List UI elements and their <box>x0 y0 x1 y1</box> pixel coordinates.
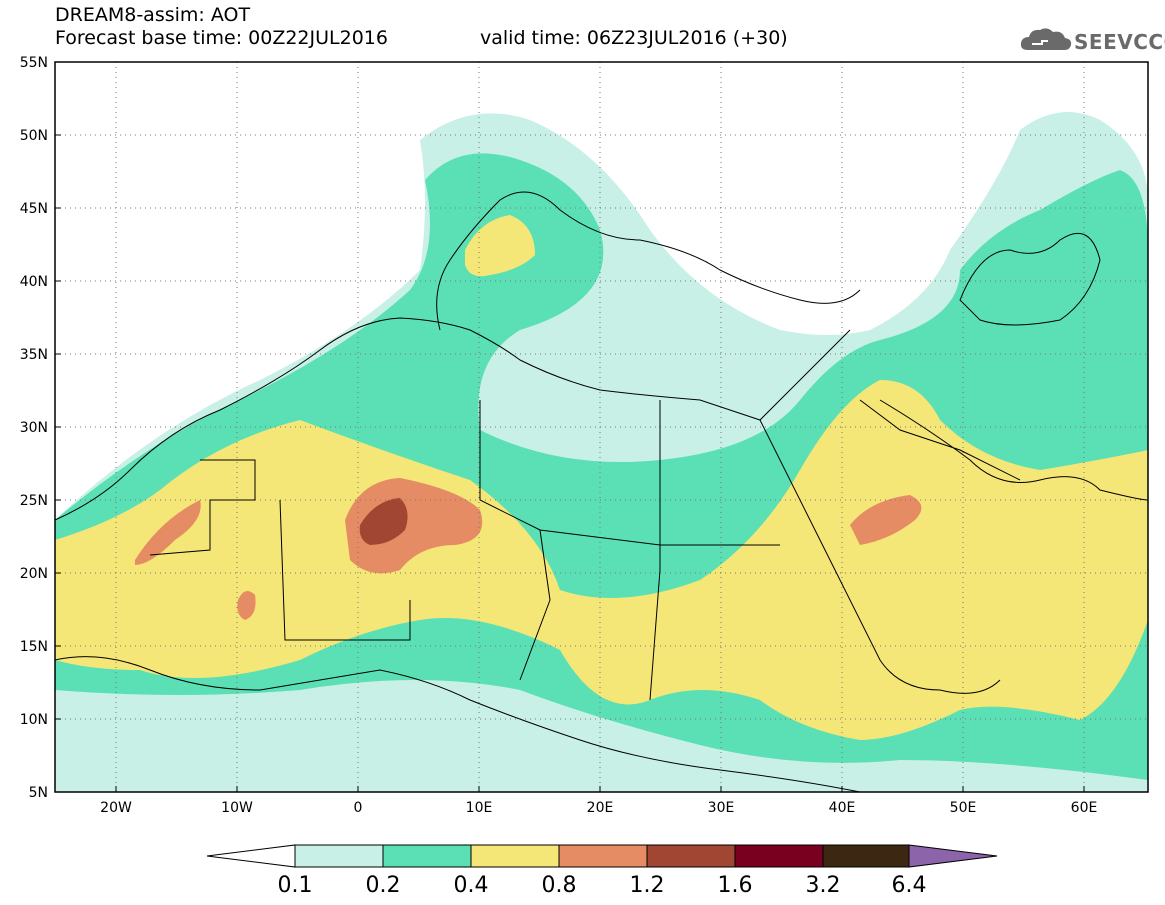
lat-tick-label: 10N <box>20 712 48 728</box>
lon-tick-label: 20W <box>100 800 132 816</box>
lon-tick-label: 10W <box>221 800 253 816</box>
lat-tick-label: 45N <box>20 201 48 217</box>
map-title: DREAM8-assim: AOT <box>55 4 251 26</box>
lat-tick-label: 30N <box>20 420 48 436</box>
colorbar-label: 0.4 <box>454 873 489 898</box>
colorbar-label: 6.4 <box>892 873 927 898</box>
aot-contour-0.8-c <box>135 500 201 565</box>
colorbar-label: 3.2 <box>806 873 841 898</box>
lon-tick-label: 20E <box>587 800 614 816</box>
lat-tick-label: 50N <box>20 128 48 144</box>
lat-tick-label: 5N <box>29 785 48 801</box>
colorbar: 0.1 0.2 0.4 0.8 1.2 1.6 3.2 6.4 <box>206 844 998 898</box>
colorbar-swatch <box>382 844 472 868</box>
lon-tick-label: 60E <box>1071 800 1098 816</box>
colorbar-swatch <box>822 844 910 868</box>
cloud-icon <box>1020 28 1072 50</box>
lon-tick-label: 50E <box>950 800 977 816</box>
valid-time: valid time: 06Z23JUL2016 (+30) <box>480 27 788 49</box>
lat-tick-label: 20N <box>20 566 48 582</box>
colorbar-swatch <box>558 844 648 868</box>
aot-contour-0.8 <box>345 478 483 574</box>
colorbar-swatch <box>646 844 736 868</box>
colorbar-swatch <box>470 844 560 868</box>
aot-contour-0.4-europe <box>465 215 535 277</box>
lat-tick-label: 15N <box>20 639 48 655</box>
aot-contour-1.2 <box>359 498 408 545</box>
colorbar-swatch <box>294 844 384 868</box>
graticule <box>55 62 1148 792</box>
colorbar-low-arrow <box>206 844 296 868</box>
lon-tick-label: 30E <box>708 800 735 816</box>
tick-marks <box>55 61 1085 793</box>
colorbar-label: 1.2 <box>630 873 665 898</box>
lat-tick-label: 40N <box>20 274 48 290</box>
colorbar-label: 0.8 <box>542 873 577 898</box>
lat-tick-label: 55N <box>20 55 48 71</box>
seevccc-logo: SEEVCCC <box>1018 24 1165 56</box>
logo-text: SEEVCCC <box>1074 30 1165 54</box>
lat-tick-label: 25N <box>20 493 48 509</box>
forecast-base-time: Forecast base time: 00Z22JUL2016 <box>55 27 388 49</box>
lon-tick-labels: 20W 10W 0 10E 20E 30E 40E 50E 60E <box>100 800 1097 816</box>
aot-contour-0.8-b <box>850 495 922 545</box>
lat-tick-labels: 55N 50N 45N 40N 35N 30N 25N 20N 15N 10N … <box>20 55 48 801</box>
lon-tick-label: 0 <box>354 800 363 816</box>
colorbar-label: 1.6 <box>718 873 753 898</box>
lon-tick-label: 40E <box>829 800 856 816</box>
coastlines <box>54 191 1149 793</box>
lon-tick-label: 10E <box>466 800 493 816</box>
colorbar-label: 0.2 <box>366 873 401 898</box>
lat-tick-label: 35N <box>20 347 48 363</box>
aot-contour-0.8-d <box>237 591 256 620</box>
colorbar-swatch <box>734 844 824 868</box>
colorbar-label: 0.1 <box>278 873 313 898</box>
colorbar-high-arrow <box>908 844 998 868</box>
